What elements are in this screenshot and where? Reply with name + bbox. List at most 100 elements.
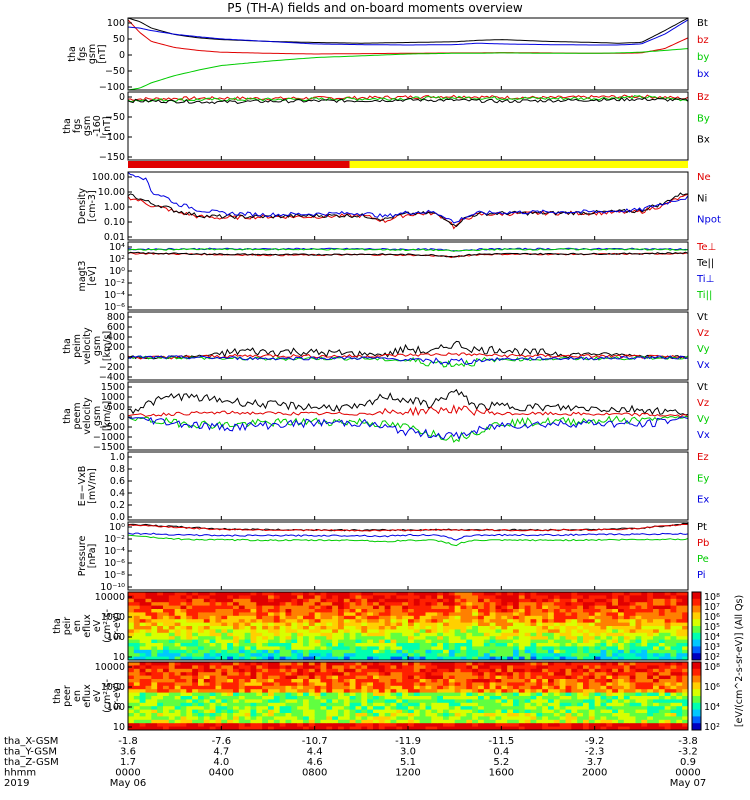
spectrogram-cell — [658, 692, 666, 697]
spectrogram-cell — [402, 605, 409, 610]
spectrogram-cell — [384, 636, 392, 641]
spectrogram-cell — [623, 723, 631, 728]
spectrogram-cell — [308, 662, 316, 666]
y-axis-label: fgs — [72, 119, 83, 133]
spectrogram-cell — [250, 689, 257, 694]
spectrogram-cell — [133, 632, 141, 637]
spectrogram-cell — [431, 639, 438, 644]
spectrogram-cell — [203, 668, 211, 673]
spectrogram-cell — [460, 653, 467, 658]
spectrogram-cell — [174, 723, 182, 728]
spectrogram-cell — [332, 632, 339, 637]
spectrogram-cell — [623, 672, 631, 677]
spectrogram-cell — [355, 598, 362, 603]
spectrogram-cell — [553, 609, 561, 613]
spectrogram-cell — [513, 632, 520, 637]
y-axis-label: en — [72, 620, 83, 632]
spectrogram-cell — [355, 592, 362, 596]
spectrogram-cell — [285, 612, 292, 617]
spectrogram-cell — [583, 639, 590, 644]
spectrogram-cell — [145, 595, 152, 600]
spectrogram-cell — [612, 726, 619, 730]
spectrogram-cell — [262, 592, 269, 596]
y-axis-label: eflux — [82, 684, 93, 708]
spectrogram-cell — [326, 592, 333, 596]
spectrogram-cell — [425, 609, 432, 613]
spectrogram-cell — [466, 605, 473, 610]
spectrogram-cell — [454, 679, 462, 683]
spectrogram-cell — [676, 592, 683, 596]
spectrogram-cell — [413, 702, 421, 707]
spectrogram-cell — [553, 629, 561, 634]
spectrogram-cell — [139, 665, 147, 670]
spectrogram-cell — [151, 719, 158, 724]
spectrogram-cell — [268, 598, 275, 603]
spectrogram-cell — [518, 622, 526, 627]
spectrogram-cell — [472, 662, 479, 666]
spectrogram-cell — [186, 653, 193, 658]
spectrogram-cell — [618, 636, 625, 641]
spectrogram-cell — [612, 709, 619, 714]
spectrogram-cell — [629, 646, 637, 651]
spectrogram-cell — [174, 592, 182, 596]
spectrogram-cell — [542, 709, 549, 714]
spectrogram-cell — [227, 679, 234, 683]
spectrogram-cell — [542, 726, 549, 730]
spectrogram-cell — [133, 679, 141, 683]
spectrogram-cell — [215, 609, 222, 613]
spectrogram-cell — [279, 726, 287, 730]
spectrogram-cell — [157, 629, 164, 634]
spectrogram-cell — [647, 595, 654, 600]
spectrogram-cell — [583, 702, 590, 707]
spectrogram-cell — [594, 639, 602, 644]
spectrogram-cell — [338, 709, 345, 714]
spectrogram-cell — [355, 685, 362, 690]
spectrogram-cell — [145, 689, 152, 694]
spectrogram-cell — [268, 636, 275, 641]
spectrogram-cell — [635, 665, 642, 670]
spectrogram-cell — [682, 622, 688, 627]
spectrogram-cell — [565, 706, 572, 711]
spectrogram-cell — [670, 649, 677, 654]
spectrogram-cell — [332, 602, 339, 607]
spectrogram-cell — [583, 626, 590, 630]
legend-entry: Vz — [697, 328, 709, 339]
spectrogram-cell — [308, 629, 316, 634]
spectrogram-cell — [478, 602, 485, 607]
spectrogram-cell — [233, 709, 240, 714]
spectrogram-cell — [472, 653, 479, 658]
spectrogram-cell — [425, 726, 432, 730]
spectrogram-cell — [466, 615, 473, 620]
spectrogram-cell — [419, 632, 427, 637]
spectrogram-cell — [314, 643, 322, 647]
spectrogram-cell — [256, 726, 263, 730]
spectrogram-cell — [443, 656, 450, 660]
spectrogram-cell — [338, 605, 345, 610]
spectrogram-cell — [268, 626, 275, 630]
spectrogram-cell — [227, 605, 234, 610]
spectrogram-cell — [483, 723, 491, 728]
ephemeris-value: -7.6 — [212, 736, 232, 747]
spectrogram-cell — [273, 692, 281, 697]
spectrogram-cell — [460, 675, 467, 680]
spectrogram-cell — [343, 595, 351, 600]
spectrogram-cell — [571, 689, 578, 694]
spectrogram-cell — [262, 639, 269, 644]
spectrogram-cell — [355, 636, 362, 641]
spectrogram-cell — [279, 646, 287, 651]
spectrogram-cell — [583, 598, 590, 603]
spectrogram-cell — [606, 598, 613, 603]
colorbar-swatch — [692, 592, 701, 600]
spectrogram-cell — [343, 682, 351, 687]
spectrogram-cell — [618, 699, 625, 704]
spectrogram-cell — [256, 649, 263, 654]
spectrogram-cell — [641, 699, 648, 704]
spectrogram-cell — [565, 665, 572, 670]
spectrogram-cell — [501, 598, 508, 603]
spectrogram-cell — [128, 675, 135, 680]
spectrogram-cell — [489, 702, 497, 707]
spectrogram-cell — [139, 646, 147, 651]
spectrogram-cell — [478, 709, 485, 714]
spectrogram-cell — [349, 665, 357, 670]
spectrogram-cell — [513, 713, 520, 717]
